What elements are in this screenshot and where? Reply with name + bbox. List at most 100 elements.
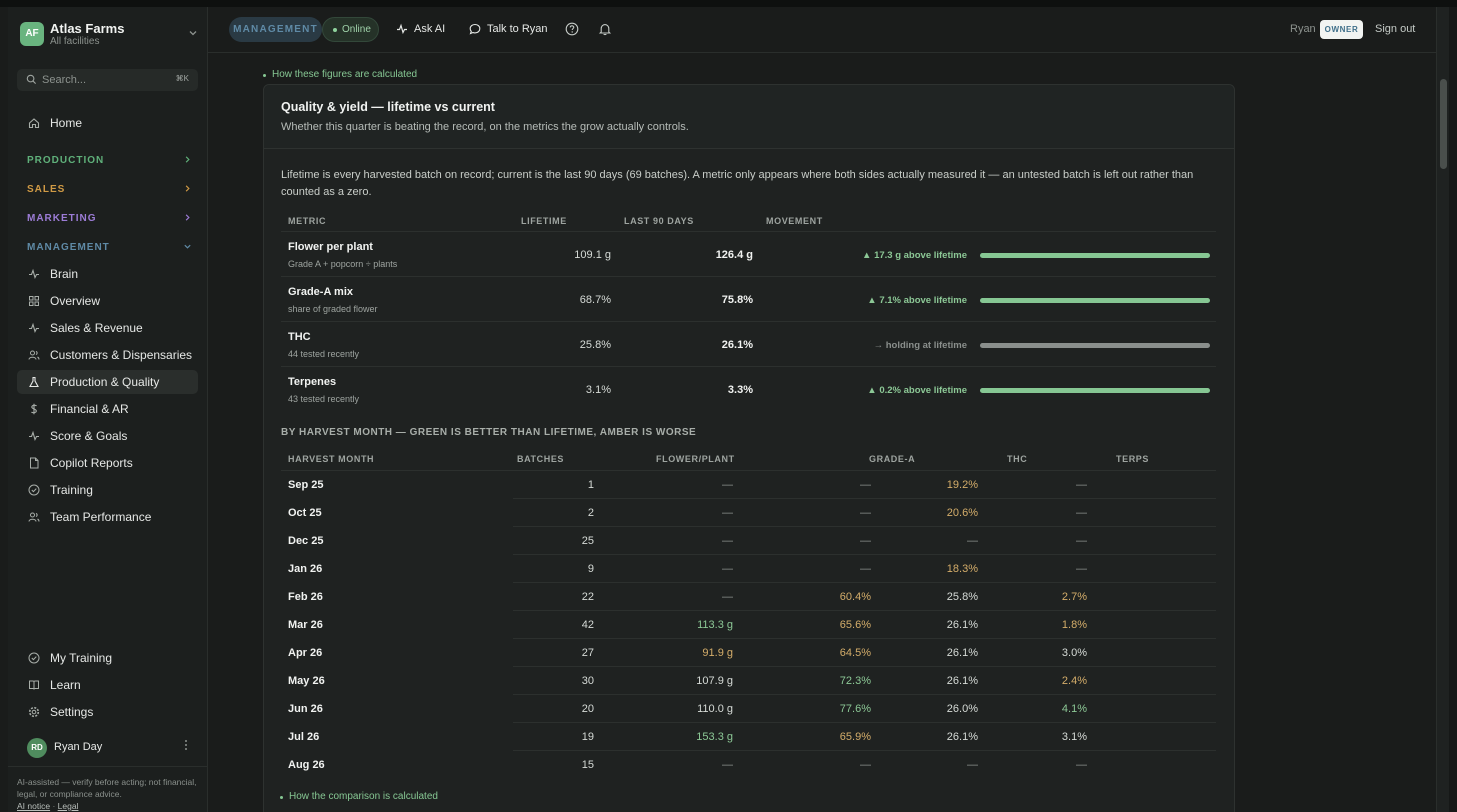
activity-icon (397, 23, 407, 35)
cell-terps: 2.7% (1061, 591, 1087, 603)
disclaimer-text: AI-assisted — verify before acting; not … (17, 777, 197, 799)
sidebar-item-copilot-reports[interactable]: Copilot Reports (17, 451, 198, 475)
sidebar-item-production-quality[interactable]: Production & Quality (17, 370, 198, 394)
calc-info-link-top[interactable]: How these figures are calculated (263, 69, 433, 82)
cell-grade: 72.3% (839, 675, 871, 687)
cell-grade: 65.9% (839, 731, 871, 743)
chevron-down-icon (189, 31, 197, 36)
chevron-right-icon (185, 156, 190, 163)
sidebar-item-score-goals[interactable]: Score & Goals (17, 424, 198, 448)
search-input[interactable] (42, 72, 162, 88)
sidebar-item-brain[interactable]: Brain (17, 262, 198, 286)
workspace-switcher[interactable]: AF Atlas Farms All facilities (20, 20, 200, 48)
search-box[interactable]: ⌘K (17, 69, 198, 91)
metric-name: Flower per plant (288, 241, 373, 253)
document-icon (30, 457, 39, 469)
table-row: Mar 26 42 113.3 g 65.6% 26.1% 1.8% (281, 611, 1216, 639)
home-icon (28, 118, 40, 129)
top-strip (0, 0, 1457, 7)
ask-ai-button[interactable]: Ask AI (396, 21, 456, 39)
sidebar-item-team-performance[interactable]: Team Performance (17, 505, 198, 529)
movement-bar (980, 298, 1210, 303)
metric-row: Flower per plant Grade A + popcorn ÷ pla… (281, 232, 1216, 277)
sidebar-item-training[interactable]: Training (17, 478, 198, 502)
cell-flower: — (722, 535, 733, 547)
legal-link[interactable]: Legal (57, 801, 79, 811)
more-vertical-icon[interactable] (184, 739, 188, 751)
cell-thc: — (967, 535, 978, 547)
cell-flower: — (722, 479, 733, 491)
section-sales[interactable]: SALES (17, 182, 198, 200)
cell-terps: — (1076, 507, 1087, 519)
sidebar-item-label: Home (50, 116, 83, 130)
talk-button[interactable]: Talk to Ryan (469, 21, 549, 39)
section-badge: MANAGEMENT (229, 17, 322, 42)
bell-icon[interactable] (598, 22, 612, 36)
cell-thc: 26.0% (946, 703, 978, 715)
table-row: Oct 25 2 — — 20.6% — (281, 499, 1216, 527)
sidebar-item-home[interactable]: Home (17, 111, 198, 135)
users-icon (28, 512, 40, 522)
cell-terps: — (1076, 563, 1087, 575)
metric-subtitle: Grade A + popcorn ÷ plants (288, 259, 398, 269)
sidebar-item-customers[interactable]: Customers & Dispensaries (17, 343, 198, 367)
section-production[interactable]: PRODUCTION (17, 153, 198, 171)
cell-grade: 60.4% (839, 591, 871, 603)
gear-icon (28, 706, 40, 718)
cell-grade: — (860, 507, 871, 519)
table-row: Feb 26 22 — 60.4% 25.8% 2.7% (281, 583, 1216, 611)
harvest-month: May 26 (288, 675, 325, 687)
metric-row: Grade-A mix share of graded flower 68.7%… (281, 277, 1216, 322)
col-metric: METRIC (288, 216, 327, 226)
scrollbar[interactable] (1436, 7, 1449, 812)
cell-terps: 3.1% (1061, 731, 1087, 743)
col-movement: MOVEMENT (766, 216, 823, 226)
month-table-title: BY HARVEST MONTH — GREEN IS BETTER THAN … (281, 427, 697, 438)
activity-icon (29, 430, 39, 442)
status-dot (333, 28, 337, 32)
scrollbar-thumb[interactable] (1440, 79, 1447, 169)
cell-flower: 107.9 g (696, 675, 733, 687)
calc-info-link-bottom[interactable]: How the comparison is calculated (280, 791, 450, 804)
metric-movement: → holding at lifetime (873, 340, 967, 351)
cell-flower: 110.0 g (697, 703, 733, 715)
sidebar-item-overview[interactable]: Overview (17, 289, 198, 313)
cell-terps: 4.1% (1061, 703, 1087, 715)
sign-out-button[interactable]: Sign out (1375, 23, 1416, 35)
sidebar-item-my-training[interactable]: My Training (17, 646, 198, 670)
col-thc: THC (1007, 454, 1028, 464)
sidebar-item-sales-revenue[interactable]: Sales & Revenue (17, 316, 198, 340)
metric-lifetime: 3.1% (585, 384, 611, 396)
sidebar-item-label: Financial & AR (50, 402, 129, 416)
talk-label: Talk to Ryan (487, 23, 548, 35)
col-flower-plant: FLOWER/PLANT (656, 454, 735, 464)
cell-batches: 25 (581, 535, 594, 547)
user-menu[interactable]: RD Ryan Day (17, 736, 198, 758)
cell-grade: — (860, 479, 871, 491)
cell-thc: 25.8% (946, 591, 978, 603)
row-divider (513, 610, 1216, 611)
ai-notice-link[interactable]: AI notice (17, 801, 51, 811)
cell-batches: 19 (581, 731, 594, 743)
col-harvest-month: HARVEST MONTH (288, 454, 375, 464)
bullet-dot (263, 74, 266, 77)
ai-disclaimer: AI-assisted — verify before acting; not … (17, 777, 197, 811)
metric-current: 26.1% (721, 339, 753, 351)
search-shortcut: ⌘K (175, 74, 189, 83)
check-circle-icon (28, 484, 40, 496)
cell-terps: — (1076, 759, 1087, 771)
section-management[interactable]: MANAGEMENT (17, 240, 198, 258)
sidebar-item-financial[interactable]: Financial & AR (17, 397, 198, 421)
help-icon[interactable] (565, 22, 579, 36)
cell-flower: 91.9 g (702, 647, 733, 659)
cell-terps: — (1076, 479, 1087, 491)
ask-ai-label: Ask AI (414, 23, 446, 35)
harvest-month: Jun 26 (288, 703, 323, 715)
sidebar-item-learn[interactable]: Learn (17, 673, 198, 697)
sidebar-item-settings[interactable]: Settings (17, 700, 198, 724)
cell-flower: 113.3 g (697, 619, 733, 631)
status-badge: Online (322, 17, 379, 42)
sidebar-item-label: Copilot Reports (50, 456, 133, 470)
section-marketing[interactable]: MARKETING (17, 211, 198, 229)
bullet-dot (280, 796, 283, 799)
